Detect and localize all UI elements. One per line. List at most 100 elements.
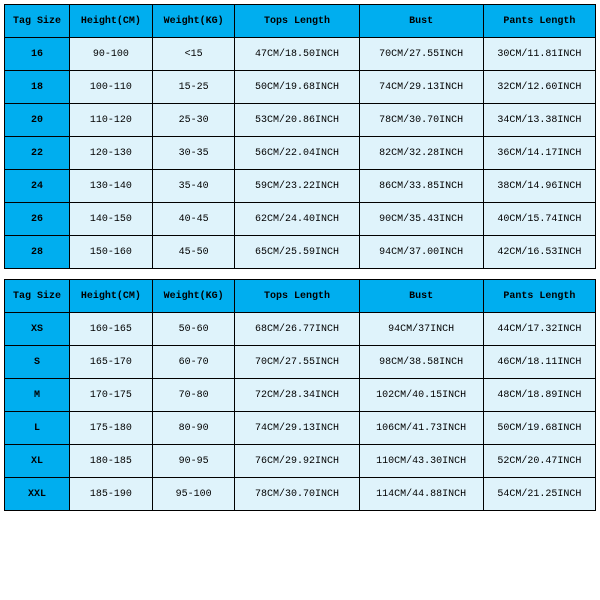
- cell-tops: 76CM/29.92INCH: [235, 445, 359, 478]
- cell-pants: 54CM/21.25INCH: [483, 478, 595, 511]
- cell-height: 165-170: [70, 346, 153, 379]
- cell-tag: M: [5, 379, 70, 412]
- cell-height: 120-130: [70, 137, 153, 170]
- cell-weight: 15-25: [152, 71, 235, 104]
- cell-bust: 110CM/43.30INCH: [359, 445, 483, 478]
- col-height: Height(CM): [70, 280, 153, 313]
- cell-pants: 40CM/15.74INCH: [483, 203, 595, 236]
- cell-tag: 18: [5, 71, 70, 104]
- table-row: XS 160-165 50-60 68CM/26.77INCH 94CM/37I…: [5, 313, 596, 346]
- cell-tops: 74CM/29.13INCH: [235, 412, 359, 445]
- cell-tag: XXL: [5, 478, 70, 511]
- cell-pants: 32CM/12.60INCH: [483, 71, 595, 104]
- col-tops-length: Tops Length: [235, 280, 359, 313]
- size-table-kids: Tag Size Height(CM) Weight(KG) Tops Leng…: [4, 4, 596, 269]
- table-row: 20 110-120 25-30 53CM/20.86INCH 78CM/30.…: [5, 104, 596, 137]
- table-header-row: Tag Size Height(CM) Weight(KG) Tops Leng…: [5, 5, 596, 38]
- cell-bust: 102CM/40.15INCH: [359, 379, 483, 412]
- cell-weight: 90-95: [152, 445, 235, 478]
- cell-weight: 30-35: [152, 137, 235, 170]
- cell-bust: 70CM/27.55INCH: [359, 38, 483, 71]
- cell-pants: 44CM/17.32INCH: [483, 313, 595, 346]
- cell-weight: 95-100: [152, 478, 235, 511]
- cell-height: 160-165: [70, 313, 153, 346]
- cell-height: 150-160: [70, 236, 153, 269]
- cell-height: 140-150: [70, 203, 153, 236]
- cell-tops: 78CM/30.70INCH: [235, 478, 359, 511]
- cell-tops: 72CM/28.34INCH: [235, 379, 359, 412]
- cell-tag: 24: [5, 170, 70, 203]
- cell-pants: 34CM/13.38INCH: [483, 104, 595, 137]
- cell-tops: 53CM/20.86INCH: [235, 104, 359, 137]
- table-header-row: Tag Size Height(CM) Weight(KG) Tops Leng…: [5, 280, 596, 313]
- table-row: 22 120-130 30-35 56CM/22.04INCH 82CM/32.…: [5, 137, 596, 170]
- col-pants-length: Pants Length: [483, 280, 595, 313]
- table-row: 26 140-150 40-45 62CM/24.40INCH 90CM/35.…: [5, 203, 596, 236]
- cell-tops: 50CM/19.68INCH: [235, 71, 359, 104]
- cell-height: 130-140: [70, 170, 153, 203]
- cell-weight: 70-80: [152, 379, 235, 412]
- table-row: 24 130-140 35-40 59CM/23.22INCH 86CM/33.…: [5, 170, 596, 203]
- cell-tops: 59CM/23.22INCH: [235, 170, 359, 203]
- cell-tag: 22: [5, 137, 70, 170]
- cell-pants: 36CM/14.17INCH: [483, 137, 595, 170]
- col-height: Height(CM): [70, 5, 153, 38]
- cell-pants: 38CM/14.96INCH: [483, 170, 595, 203]
- cell-weight: <15: [152, 38, 235, 71]
- cell-tag: 28: [5, 236, 70, 269]
- cell-pants: 48CM/18.89INCH: [483, 379, 595, 412]
- col-weight: Weight(KG): [152, 5, 235, 38]
- cell-bust: 114CM/44.88INCH: [359, 478, 483, 511]
- table-row: XXL 185-190 95-100 78CM/30.70INCH 114CM/…: [5, 478, 596, 511]
- cell-bust: 74CM/29.13INCH: [359, 71, 483, 104]
- col-tag-size: Tag Size: [5, 280, 70, 313]
- cell-tag: 26: [5, 203, 70, 236]
- cell-pants: 52CM/20.47INCH: [483, 445, 595, 478]
- cell-pants: 30CM/11.81INCH: [483, 38, 595, 71]
- table-row: 16 90-100 <15 47CM/18.50INCH 70CM/27.55I…: [5, 38, 596, 71]
- cell-tag: XL: [5, 445, 70, 478]
- cell-weight: 25-30: [152, 104, 235, 137]
- cell-bust: 78CM/30.70INCH: [359, 104, 483, 137]
- cell-height: 180-185: [70, 445, 153, 478]
- cell-weight: 50-60: [152, 313, 235, 346]
- cell-tag: XS: [5, 313, 70, 346]
- cell-weight: 60-70: [152, 346, 235, 379]
- cell-tag: 20: [5, 104, 70, 137]
- cell-height: 185-190: [70, 478, 153, 511]
- table-row: S 165-170 60-70 70CM/27.55INCH 98CM/38.5…: [5, 346, 596, 379]
- cell-tops: 68CM/26.77INCH: [235, 313, 359, 346]
- cell-pants: 42CM/16.53INCH: [483, 236, 595, 269]
- cell-weight: 40-45: [152, 203, 235, 236]
- cell-tag: 16: [5, 38, 70, 71]
- table-row: M 170-175 70-80 72CM/28.34INCH 102CM/40.…: [5, 379, 596, 412]
- col-weight: Weight(KG): [152, 280, 235, 313]
- cell-weight: 35-40: [152, 170, 235, 203]
- cell-height: 100-110: [70, 71, 153, 104]
- col-bust: Bust: [359, 280, 483, 313]
- cell-tops: 70CM/27.55INCH: [235, 346, 359, 379]
- table-row: L 175-180 80-90 74CM/29.13INCH 106CM/41.…: [5, 412, 596, 445]
- cell-bust: 94CM/37.00INCH: [359, 236, 483, 269]
- cell-tops: 56CM/22.04INCH: [235, 137, 359, 170]
- cell-pants: 50CM/19.68INCH: [483, 412, 595, 445]
- cell-weight: 80-90: [152, 412, 235, 445]
- cell-bust: 98CM/38.58INCH: [359, 346, 483, 379]
- cell-tops: 47CM/18.50INCH: [235, 38, 359, 71]
- col-tag-size: Tag Size: [5, 5, 70, 38]
- cell-tops: 62CM/24.40INCH: [235, 203, 359, 236]
- col-bust: Bust: [359, 5, 483, 38]
- cell-bust: 82CM/32.28INCH: [359, 137, 483, 170]
- cell-height: 110-120: [70, 104, 153, 137]
- cell-tag: L: [5, 412, 70, 445]
- table-row: 28 150-160 45-50 65CM/25.59INCH 94CM/37.…: [5, 236, 596, 269]
- cell-height: 175-180: [70, 412, 153, 445]
- cell-weight: 45-50: [152, 236, 235, 269]
- col-tops-length: Tops Length: [235, 5, 359, 38]
- cell-bust: 106CM/41.73INCH: [359, 412, 483, 445]
- col-pants-length: Pants Length: [483, 5, 595, 38]
- cell-height: 170-175: [70, 379, 153, 412]
- cell-tops: 65CM/25.59INCH: [235, 236, 359, 269]
- table-row: XL 180-185 90-95 76CM/29.92INCH 110CM/43…: [5, 445, 596, 478]
- cell-tag: S: [5, 346, 70, 379]
